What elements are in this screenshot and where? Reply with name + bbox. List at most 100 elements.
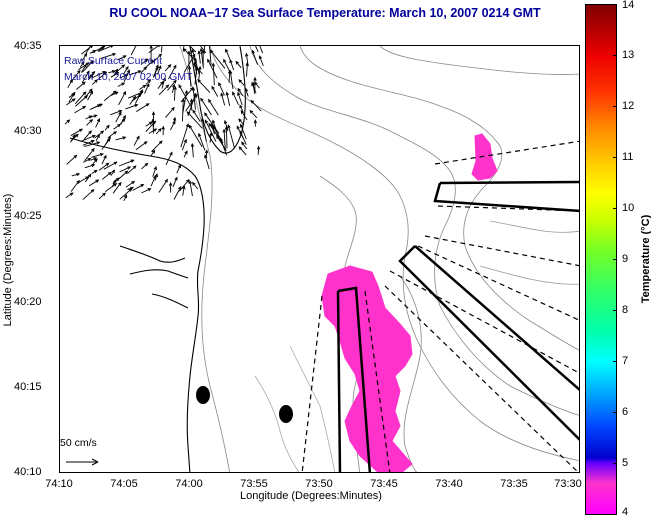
current-vector-head	[144, 58, 149, 63]
current-vector	[127, 91, 143, 99]
current-vector-head	[149, 46, 153, 49]
current-vector	[153, 64, 159, 78]
current-vector	[70, 180, 80, 192]
current-vector	[216, 135, 227, 152]
y-tick-label: 40:15	[14, 381, 42, 393]
current-vector	[133, 136, 140, 146]
current-vector-head	[125, 65, 129, 70]
current-vector	[118, 91, 126, 106]
current-vector	[194, 64, 203, 75]
y-tick-label: 40:35	[14, 40, 42, 52]
current-vector	[117, 82, 125, 87]
current-vector-head	[73, 154, 78, 159]
current-vector-head	[239, 104, 243, 109]
current-vector-head	[99, 103, 104, 107]
colorbar-tick-label: 9	[622, 253, 629, 265]
current-vector	[238, 79, 245, 86]
current-vector-head	[171, 106, 175, 111]
station-marker	[196, 386, 210, 404]
current-vector	[187, 111, 203, 129]
current-vector	[148, 46, 159, 54]
colorbar-tick-mark	[613, 157, 617, 158]
current-vector	[110, 169, 115, 176]
current-vector	[94, 130, 104, 139]
current-vector	[255, 46, 259, 53]
current-vector-head	[112, 90, 117, 95]
current-vector-head	[251, 81, 256, 86]
current-vector-head	[209, 49, 214, 54]
colorbar-tick-label: 12	[622, 100, 635, 112]
current-vector-head	[146, 83, 150, 87]
current-vector	[88, 74, 94, 80]
current-vector-head	[168, 181, 173, 186]
current-vector	[198, 133, 206, 151]
current-vector-head	[84, 95, 88, 99]
y-tick-label: 40:30	[14, 125, 42, 137]
current-vector-head	[211, 119, 216, 124]
current-vector	[150, 175, 156, 187]
current-vector-head	[107, 171, 112, 176]
current-vector	[218, 82, 225, 96]
current-vector-head	[245, 52, 249, 57]
current-vector-head	[258, 55, 263, 60]
x-tick-label: 73:45	[370, 478, 398, 490]
current-vector	[238, 118, 245, 126]
current-vector	[145, 79, 151, 85]
current-vector-head	[253, 119, 258, 124]
current-vector	[249, 110, 258, 119]
current-vector	[164, 64, 172, 72]
y-axis-label: Latitude (Degrees:Minutes)	[2, 193, 14, 327]
current-vector-head	[182, 47, 187, 52]
current-vector-head	[66, 119, 71, 123]
current-vector-head	[185, 123, 190, 128]
current-vector	[82, 158, 91, 163]
current-vector	[130, 46, 137, 56]
current-vector-head	[190, 142, 195, 147]
current-vector-head	[89, 46, 93, 49]
current-vector-head	[199, 47, 204, 52]
current-vector	[157, 65, 162, 75]
current-vector	[183, 150, 188, 158]
current-vector	[104, 125, 110, 131]
current-vector-head	[106, 124, 110, 129]
current-vector	[81, 53, 87, 62]
current-vector-head	[137, 70, 142, 74]
current-vector-head	[238, 146, 243, 151]
current-vector-head	[193, 92, 197, 97]
current-vector-head	[167, 64, 172, 68]
current-vector-head	[89, 90, 94, 95]
current-vector-head	[151, 118, 155, 123]
colorbar-tick-label: 7	[622, 355, 629, 367]
current-vector-head	[111, 70, 116, 74]
current-vector-head	[93, 157, 98, 161]
current-vector-head	[122, 90, 127, 95]
current-vector	[239, 131, 247, 145]
current-vector	[84, 164, 95, 169]
transect-boxes	[336, 180, 579, 472]
current-vector-head	[184, 89, 189, 94]
scale-arrow	[66, 458, 99, 466]
current-vector-head	[192, 109, 196, 114]
current-vector	[178, 84, 192, 107]
current-vector-head	[219, 137, 223, 142]
current-vector	[176, 164, 181, 174]
current-vector	[74, 91, 87, 105]
current-vector	[246, 63, 248, 77]
current-vector-head	[239, 130, 243, 135]
current-vector	[105, 135, 111, 145]
current-vector-head	[79, 128, 84, 132]
current-vector	[86, 119, 93, 126]
current-vector-head	[148, 121, 153, 125]
current-vector-head	[191, 181, 196, 186]
current-vector-head	[184, 150, 188, 155]
current-vector	[197, 79, 211, 93]
current-vector	[161, 77, 166, 89]
current-vector-head	[223, 58, 227, 63]
current-vector	[148, 128, 157, 134]
x-tick-label: 73:40	[435, 478, 463, 490]
current-vector	[189, 125, 203, 148]
current-vector-head	[240, 109, 245, 114]
colorbar-tick-mark	[613, 259, 617, 260]
current-vector	[103, 90, 117, 102]
current-vector-head	[169, 151, 173, 156]
